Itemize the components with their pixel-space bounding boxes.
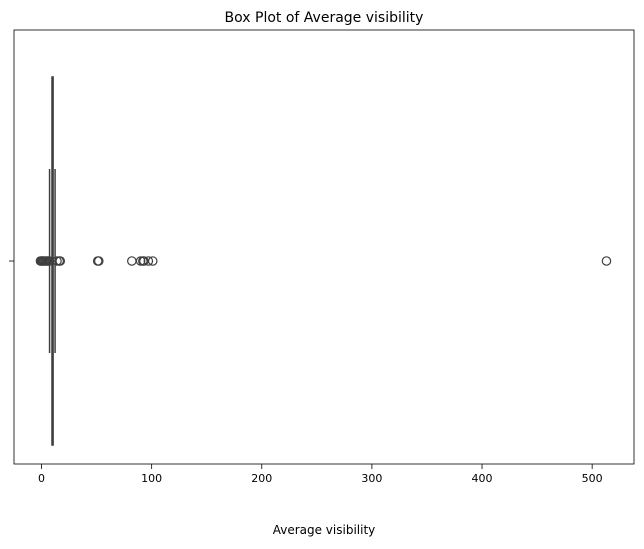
outlier-point xyxy=(601,256,612,266)
chart-title: Box Plot of Average visibility xyxy=(225,10,424,26)
outlier-point xyxy=(44,256,55,266)
plot-area-frame xyxy=(13,29,635,465)
x-tick-label: 0 xyxy=(38,472,45,485)
x-tick-label: 300 xyxy=(361,472,382,485)
x-axis-label: Average visibility xyxy=(273,523,376,537)
outlier-points xyxy=(35,256,612,266)
x-tick-label: 500 xyxy=(582,472,603,485)
x-tick-label: 100 xyxy=(141,472,162,485)
x-tick-label: 200 xyxy=(251,472,272,485)
outlier-point xyxy=(143,256,154,266)
x-tick-label: 400 xyxy=(472,472,493,485)
outlier-point xyxy=(127,256,137,266)
outlier-point xyxy=(55,256,66,266)
outlier-point xyxy=(93,256,104,266)
outlier-point xyxy=(147,256,158,266)
x-axis-ticks: 0 100 200 300 400 500 xyxy=(38,464,603,485)
